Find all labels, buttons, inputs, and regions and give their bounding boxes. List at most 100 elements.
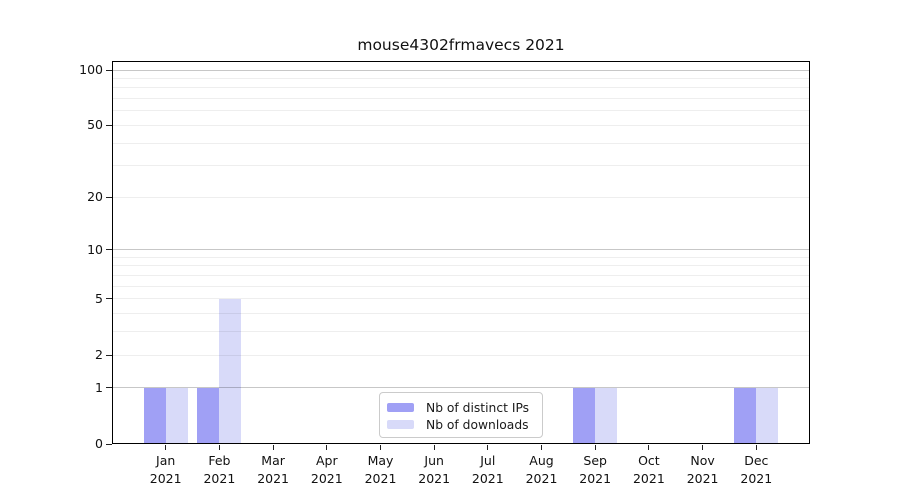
y-tick-label: 20 [87, 189, 103, 205]
chart-title: mouse4302frmavecs 2021 [357, 36, 565, 54]
x-tick-label-nov: Nov 2021 [673, 452, 733, 487]
gridline-minor [113, 196, 809, 198]
gridline-minor [113, 354, 809, 356]
x-tick-label-jun: Jun 2021 [404, 452, 464, 487]
gridline-minor [113, 142, 809, 144]
bar-downloads [165, 387, 188, 444]
x-tick-label-feb: Feb 2021 [189, 452, 249, 487]
x-tick-year: 2021 [686, 470, 719, 486]
legend-swatch-downloads [387, 420, 414, 429]
x-tick-month: Sep [583, 453, 607, 468]
legend: Nb of distinct IPs Nb of downloads [379, 392, 543, 438]
x-tick-year: 2021 [418, 470, 451, 486]
y-tick-label: 1 [95, 379, 103, 395]
gridline-minor [113, 77, 809, 79]
y-tick-mark [106, 387, 112, 389]
gridline-major [113, 387, 809, 389]
x-tick-label-dec: Dec 2021 [726, 452, 786, 487]
x-tick-year: 2021 [579, 470, 612, 486]
y-tick-mark [106, 69, 112, 71]
y-tick-mark [106, 249, 112, 251]
x-tick-mark [218, 445, 220, 450]
bar-downloads [219, 298, 242, 444]
x-tick-mark [433, 445, 435, 450]
x-tick-label-mar: Mar 2021 [243, 452, 303, 487]
x-tick-month: Dec [744, 453, 769, 468]
bar-distinct-ips [573, 387, 596, 444]
bar-distinct-ips [734, 387, 757, 444]
gridline-minor [113, 110, 809, 112]
gridline-major [113, 69, 809, 71]
bar-distinct-ips [197, 387, 220, 444]
x-tick-month: Nov [690, 453, 715, 468]
x-tick-month: Oct [638, 453, 660, 468]
x-tick-mark [594, 445, 596, 450]
x-tick-label-sep: Sep 2021 [565, 452, 625, 487]
gridline-minor [113, 285, 809, 287]
x-tick-year: 2021 [364, 470, 397, 486]
gridline-minor [113, 265, 809, 267]
y-tick-label: 10 [87, 241, 103, 257]
y-tick-mark [106, 354, 112, 356]
x-tick-year: 2021 [310, 470, 343, 486]
x-tick-mark [380, 445, 381, 450]
y-tick-label: 50 [87, 117, 103, 133]
gridline-minor [113, 331, 809, 333]
x-tick-month: May [367, 453, 394, 468]
y-tick-mark [106, 443, 112, 445]
x-tick-month: Jul [480, 453, 496, 468]
bar-downloads [595, 387, 618, 444]
y-tick-mark [106, 196, 112, 198]
gridline-major [113, 249, 809, 251]
y-tick-mark [106, 298, 112, 300]
x-tick-mark [702, 445, 704, 450]
x-tick-label-may: May 2021 [351, 452, 411, 487]
legend-swatch-distinct-ips [387, 403, 414, 412]
x-tick-year: 2021 [525, 470, 558, 486]
gridline-minor [113, 98, 809, 100]
x-tick-mark [272, 445, 274, 450]
x-tick-year: 2021 [203, 470, 236, 486]
legend-label-distinct-ips: Nb of distinct IPs [426, 400, 530, 415]
gridline-minor [113, 298, 809, 300]
gridline-minor [113, 124, 809, 126]
x-tick-year: 2021 [149, 470, 182, 486]
x-tick-mark [165, 445, 167, 450]
x-tick-year: 2021 [471, 470, 504, 486]
x-tick-month: Apr [315, 453, 338, 468]
x-tick-mark [648, 445, 650, 450]
legend-item-downloads: Nb of downloads [387, 416, 534, 433]
bar-downloads [756, 387, 779, 444]
gridline-minor [113, 313, 809, 315]
x-tick-month: Jun [424, 453, 444, 468]
x-tick-label-jan: Jan 2021 [136, 452, 196, 487]
x-tick-month: Mar [261, 453, 285, 468]
gridline-minor [113, 87, 809, 89]
x-tick-year: 2021 [740, 470, 773, 486]
y-tick-label: 5 [95, 290, 103, 306]
x-tick-mark [326, 445, 328, 450]
y-tick-label: 0 [95, 436, 103, 451]
y-tick-label: 2 [95, 347, 103, 362]
x-tick-label-oct: Oct 2021 [619, 452, 679, 487]
gridline-minor [113, 165, 809, 167]
x-tick-month: Aug [529, 453, 554, 468]
x-tick-month: Jan [156, 453, 176, 468]
x-tick-year: 2021 [632, 470, 665, 486]
gridline-minor [113, 275, 809, 276]
x-tick-label-aug: Aug 2021 [512, 452, 572, 487]
x-tick-label-apr: Apr 2021 [297, 452, 357, 487]
legend-item-distinct-ips: Nb of distinct IPs [387, 399, 534, 416]
y-tick-mark [106, 124, 112, 126]
gridline-minor [113, 256, 809, 258]
bar-distinct-ips [143, 387, 166, 444]
x-tick-mark [755, 445, 757, 450]
x-tick-mark [487, 445, 489, 450]
y-tick-label: 100 [79, 62, 103, 77]
x-tick-mark [541, 445, 542, 450]
x-tick-month: Feb [208, 453, 231, 468]
